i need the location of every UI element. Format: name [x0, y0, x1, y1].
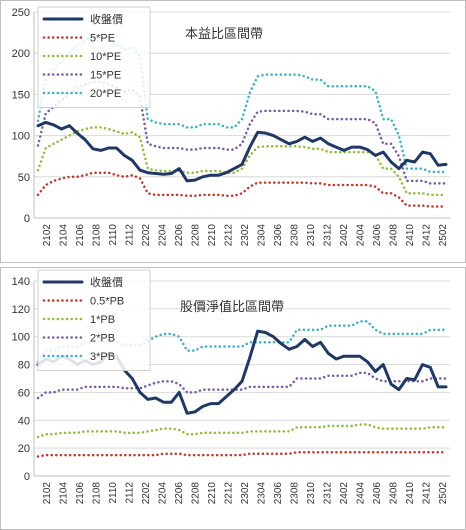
- legend-box: [37, 6, 151, 108]
- x-tick-label: 2212: [224, 482, 235, 505]
- x-tick-label: 2210: [207, 482, 218, 505]
- x-tick-label: 2402: [339, 224, 350, 247]
- x-tick-label: 2104: [59, 482, 70, 505]
- x-tick-label: 2108: [92, 482, 103, 505]
- legend: 收盤價 0.5*PB 1*PB 2*PB 3*PB: [37, 269, 151, 371]
- x-tick-label: 2312: [323, 224, 334, 247]
- x-tick-label: 2206: [174, 224, 185, 247]
- x-tick-label: 2304: [257, 224, 268, 247]
- y-tick-label: 200: [12, 48, 30, 60]
- x-tick-label: 2112: [125, 224, 136, 246]
- x-tick-label: 2310: [306, 482, 317, 505]
- x-tick-label: 2210: [207, 224, 218, 247]
- y-tick-label: 250: [12, 7, 30, 19]
- x-tick-label: 2404: [356, 224, 367, 247]
- y-tick-label: 50: [18, 172, 30, 184]
- x-tick-label: 2402: [339, 482, 350, 505]
- series-line-4: [36, 320, 448, 364]
- y-tick-label: 100: [12, 332, 30, 344]
- y-tick-label: 100: [12, 131, 30, 143]
- x-tick-label: 2312: [323, 482, 334, 505]
- x-tick-label: 2404: [356, 482, 367, 505]
- x-tick-label: 2208: [191, 224, 202, 247]
- legend-label: 10*PE: [90, 51, 121, 63]
- series-line-3: [36, 371, 448, 400]
- series-line-1: [36, 451, 448, 458]
- legend-label: 5*PE: [90, 33, 115, 45]
- x-tick-label: 2302: [240, 224, 251, 247]
- x-tick-label: 2206: [174, 482, 185, 505]
- x-tick-label: 2412: [422, 224, 433, 247]
- pe-band-chart-panel: 0 50 100 150 200 250 2102 2104 2106 2108 2110 2112 2…: [0, 0, 466, 263]
- legend-label: 3*PB: [90, 351, 115, 363]
- y-tick-label: 150: [12, 89, 30, 101]
- x-tick-label: 2410: [405, 224, 416, 247]
- x-tick-label: 2212: [224, 224, 235, 247]
- legend-label: 收盤價: [90, 275, 123, 289]
- legend-box: [37, 269, 151, 371]
- x-tick-label: 2204: [158, 482, 169, 505]
- x-tick-label: 2408: [389, 482, 400, 505]
- x-tick-label: 2306: [273, 224, 284, 247]
- x-tick-label: 2204: [158, 224, 169, 247]
- x-tick-label: 2408: [389, 224, 400, 247]
- x-tick-label: 2308: [290, 482, 301, 505]
- y-tick-label: 0: [24, 213, 30, 225]
- x-tick-label: 2308: [290, 224, 301, 247]
- x-tick-label: 2104: [59, 224, 70, 247]
- pe-band-chart: 0 50 100 150 200 250 2102 2104 2106 2108 2110 2112 2…: [0, 0, 466, 263]
- y-tick-label: 40: [18, 415, 30, 427]
- y-tick-label: 0: [24, 471, 30, 483]
- series-line-2: [36, 423, 448, 439]
- y-tick-label: 20: [18, 443, 30, 455]
- legend-label: 1*PB: [90, 314, 115, 326]
- legend-label: 2*PB: [90, 333, 115, 345]
- pb-band-chart: 0 20 40 60 80 100 120 140 2102 2104 2106 2108 2110 21…: [0, 267, 466, 530]
- y-tick-label: 80: [18, 360, 30, 372]
- x-tick-label: 2410: [405, 482, 416, 505]
- y-tick-label: 120: [12, 304, 30, 316]
- y-tick-label: 60: [18, 387, 30, 399]
- x-tick-label: 2202: [141, 224, 152, 247]
- x-tick-label: 2310: [306, 224, 317, 247]
- legend-label: 20*PE: [90, 88, 121, 100]
- x-tick-label: 2208: [191, 482, 202, 505]
- series-line-0: [36, 120, 448, 183]
- x-tick-label: 2302: [240, 482, 251, 505]
- x-tick-label: 2306: [273, 482, 284, 505]
- x-tick-label: 2106: [75, 224, 86, 247]
- x-tick-label: 2406: [372, 482, 383, 505]
- series-line-3: [36, 80, 448, 185]
- x-tick-label: 2112: [125, 482, 136, 504]
- x-tick-label: 2110: [108, 482, 119, 504]
- x-tick-label: 2102: [42, 482, 53, 505]
- x-tick-label: 2106: [75, 482, 86, 505]
- series-line-1: [36, 171, 448, 208]
- x-tick-label: 2502: [438, 224, 449, 247]
- x-tick-label: 2202: [141, 482, 152, 505]
- legend-label: 0.5*PB: [90, 296, 124, 308]
- x-tick-label: 2412: [422, 482, 433, 505]
- pb-band-chart-panel: 0 20 40 60 80 100 120 140 2102 2104 2106 2108 2110 21…: [0, 267, 466, 530]
- x-tick-label: 2502: [438, 482, 449, 505]
- legend: 收盤價 5*PE 10*PE 15*PE 20*PE: [37, 6, 151, 108]
- legend-label: 收盤價: [90, 12, 123, 26]
- x-tick-label: 2102: [42, 224, 53, 247]
- x-tick-label: 2110: [108, 224, 119, 246]
- x-tick-label: 2406: [372, 224, 383, 247]
- x-tick-label: 2304: [257, 482, 268, 505]
- series-line-2: [36, 126, 448, 197]
- chart-title: 股價淨值比區間帶: [180, 299, 284, 314]
- y-tick-label: 140: [12, 276, 30, 288]
- x-tick-label: 2108: [92, 224, 103, 247]
- chart-title: 本益比區間帶: [185, 26, 263, 41]
- legend-label: 15*PE: [90, 70, 121, 82]
